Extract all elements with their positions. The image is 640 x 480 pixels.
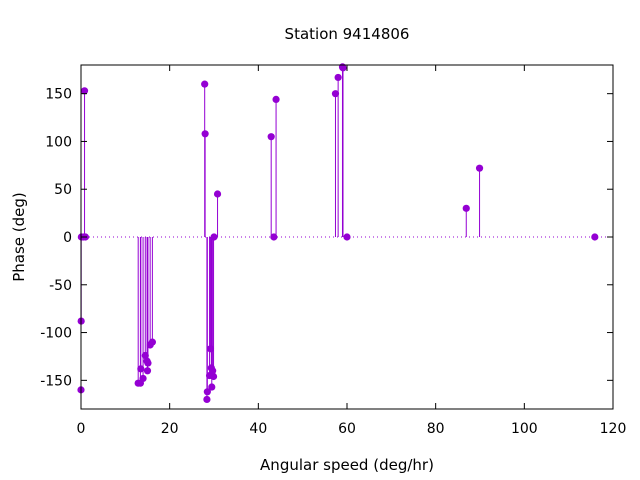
y-tick-label: -100	[40, 326, 72, 342]
data-point	[267, 133, 275, 141]
data-point	[201, 130, 209, 138]
y-tick-label: 150	[45, 87, 72, 103]
impulse-lines	[80, 66, 481, 400]
y-tick-label: 100	[45, 134, 72, 150]
data-point	[80, 87, 89, 95]
x-tick-label: 0	[77, 421, 86, 437]
data-point	[209, 367, 217, 375]
chart-title: Station 9414806	[285, 25, 410, 43]
x-axis-label: Angular speed (deg/hr)	[260, 456, 434, 474]
data-point	[343, 233, 351, 241]
data-point	[201, 80, 209, 88]
data-point	[206, 345, 215, 353]
plot-frame	[80, 64, 614, 410]
x-tick-label: 20	[161, 421, 179, 437]
data-point	[208, 383, 216, 391]
data-point	[210, 233, 218, 241]
y-tick-label: -50	[49, 278, 72, 294]
data-point	[270, 233, 278, 241]
data-point	[203, 395, 211, 404]
x-tick-label: 40	[249, 421, 267, 437]
data-point	[331, 90, 340, 98]
y-tick-label: 0	[63, 230, 72, 246]
data-point	[591, 233, 599, 241]
data-point	[139, 374, 147, 383]
x-tick-label: 80	[427, 421, 445, 437]
data-point	[143, 367, 152, 375]
data-point	[334, 73, 342, 82]
x-tick-label: 120	[600, 421, 627, 437]
data-point	[475, 164, 484, 172]
y-tick-label: -150	[40, 373, 72, 389]
data-point	[339, 64, 347, 72]
x-tick-label: 100	[511, 421, 538, 437]
data-point	[137, 365, 145, 373]
data-point	[144, 359, 152, 367]
y-tick-label: 50	[54, 182, 72, 198]
data-point	[203, 388, 211, 396]
data-point	[209, 372, 218, 381]
axis-ticks: 0 20 40 60 80 100 120 -150 -100 -50 0 50 100 150	[40, 65, 626, 437]
data-point	[462, 204, 470, 212]
x-tick-label: 60	[338, 421, 356, 437]
data-point	[148, 338, 156, 346]
data-point	[213, 190, 222, 198]
y-axis-label: Phase (deg)	[10, 192, 28, 282]
data-point	[141, 351, 149, 360]
data-point	[272, 95, 280, 103]
